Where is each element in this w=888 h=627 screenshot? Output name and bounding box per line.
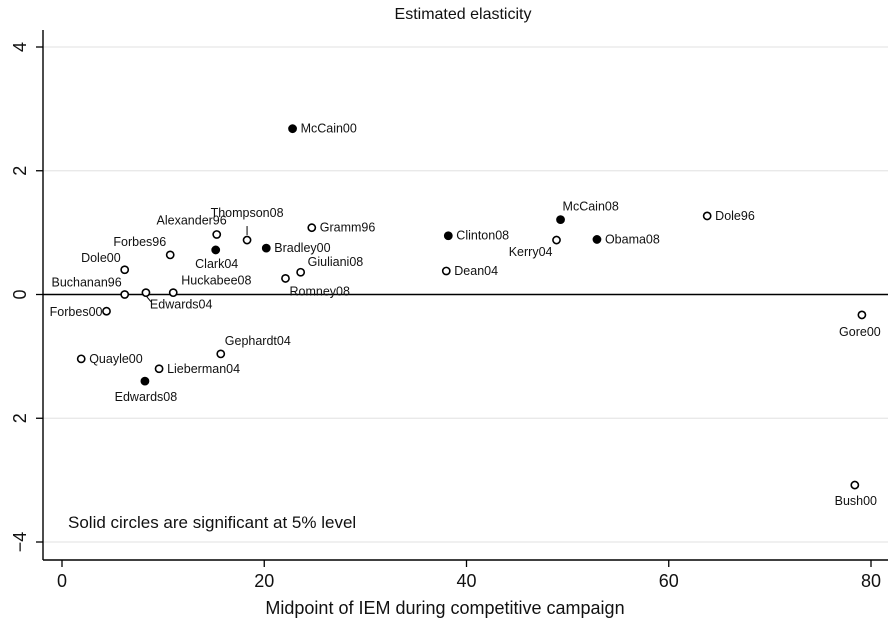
point-label-buchanan96: Buchanan96 (51, 276, 121, 290)
point-label-edwards08: Edwards08 (115, 390, 178, 404)
point-label-mccain08: McCain08 (563, 200, 619, 214)
point-label-obama08: Obama08 (605, 232, 660, 246)
point-label-dole00: Dole00 (81, 251, 121, 265)
point-label-kerry04: Kerry04 (509, 245, 553, 259)
data-point-thompson08 (242, 235, 252, 245)
y-tick-label: −4 (10, 532, 30, 553)
y-tick-label: 0 (10, 289, 30, 299)
point-label-gramm96: Gramm96 (320, 221, 376, 235)
point-label-dean04: Dean04 (454, 264, 498, 278)
data-point-quayle00 (76, 354, 86, 364)
x-axis-title: Midpoint of IEM during competitive campa… (265, 598, 624, 618)
point-label-thompson08: Thompson08 (211, 206, 284, 220)
y-tick-label: 2 (10, 413, 30, 423)
data-point-alexander96 (212, 230, 222, 239)
point-label-quayle00: Quayle00 (89, 352, 143, 366)
point-label-gore00: Gore00 (839, 325, 881, 339)
data-point-mccain08 (556, 215, 565, 225)
data-point-buchanan96 (120, 290, 130, 299)
point-label-forbes96: Forbes96 (113, 235, 166, 249)
data-point-edwards08 (140, 376, 150, 386)
data-point-obama08 (592, 235, 602, 244)
significance-note: Solid circles are significant at 5% leve… (68, 513, 356, 532)
data-point-kerry04 (552, 235, 561, 245)
point-label-edwards04: Edwards04 (150, 298, 213, 312)
point-label-huckabee08: Huckabee08 (181, 274, 251, 288)
point-label-clinton08: Clinton08 (456, 229, 509, 243)
grid-lines (43, 46, 888, 543)
data-point-gephardt04 (216, 349, 226, 359)
data-point-bush00 (850, 480, 860, 490)
point-label-dole96: Dole96 (715, 209, 755, 223)
point-label-alexander96: Alexander96 (157, 213, 227, 227)
data-point-giuliani08 (296, 267, 306, 277)
x-tick-label: 0 (57, 571, 67, 591)
point-label-bradley00: Bradley00 (274, 241, 330, 255)
data-point-romney08 (281, 274, 290, 283)
data-point-dole00 (120, 265, 130, 275)
data-point-gore00 (857, 310, 867, 320)
data-point-lieberman04 (154, 364, 164, 374)
point-label-mccain00: McCain00 (301, 122, 357, 136)
x-tick-label: 60 (659, 571, 679, 591)
point-label-forbes00: Forbes00 (50, 305, 103, 319)
x-tick-label: 20 (254, 571, 274, 591)
data-point-forbes96 (165, 250, 175, 260)
y-tick-label: 2 (10, 166, 30, 176)
data-points (76, 124, 867, 490)
data-point-bradley00 (261, 243, 271, 253)
data-point-dean04 (441, 266, 451, 276)
data-point-huckabee08 (168, 288, 178, 298)
point-label-romney08: Romney08 (289, 284, 349, 298)
point-label-clark04: Clark04 (195, 257, 238, 271)
point-label-lieberman04: Lieberman04 (167, 362, 240, 376)
data-point-clinton08 (443, 231, 453, 241)
point-label-giuliani08: Giuliani08 (308, 255, 364, 269)
data-point-gramm96 (307, 223, 317, 233)
data-point-mccain00 (288, 124, 297, 134)
x-tick-label: 80 (861, 571, 881, 591)
x-tick-label: 40 (456, 571, 476, 591)
x-axis-ticks: 0 20 40 60 80 (57, 560, 881, 591)
y-tick-label: 4 (10, 42, 30, 52)
data-point-dole96 (702, 211, 712, 221)
point-label-gephardt04: Gephardt04 (225, 334, 291, 348)
y-axis-ticks: 4 2 0 2 −4 (10, 42, 43, 552)
data-point-edwards04 (141, 288, 151, 298)
point-label-bush00: Bush00 (835, 494, 877, 508)
chart-title: Estimated elasticity (395, 6, 532, 23)
data-point-forbes00 (102, 306, 111, 316)
data-point-clark04 (211, 245, 221, 255)
